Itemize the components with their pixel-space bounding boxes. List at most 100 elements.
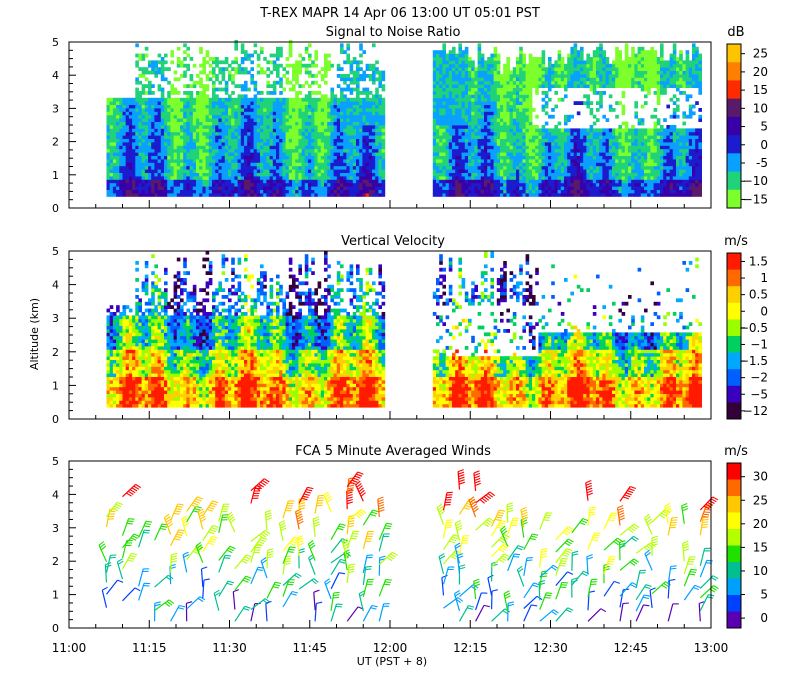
heatmap-cell (192, 118, 197, 122)
heatmap-cell (138, 125, 142, 129)
heatmap-cell (276, 138, 280, 143)
heatmap-cell (586, 128, 590, 133)
heatmap-cell (167, 97, 171, 102)
heatmap-cell (215, 169, 219, 173)
heatmap-cell (442, 193, 446, 197)
heatmap-cell (250, 74, 254, 78)
heatmap-cell (285, 172, 290, 177)
heatmap-cell (567, 186, 571, 190)
heatmap-cell (452, 46, 456, 51)
heatmap-cell (304, 189, 309, 194)
heatmap-cell (362, 179, 366, 184)
heatmap-cell (455, 94, 459, 99)
heatmap-cell (340, 128, 344, 133)
heatmap-cell (199, 104, 203, 109)
heatmap-cell (263, 70, 267, 75)
heatmap-cell (576, 162, 581, 167)
heatmap-cell (308, 152, 312, 156)
heatmap-cell (340, 114, 344, 119)
heatmap-cell (378, 189, 382, 194)
heatmap-cell (487, 145, 491, 150)
heatmap-cell (260, 189, 264, 194)
heatmap-cell (535, 67, 539, 71)
heatmap-cell (362, 148, 366, 153)
heatmap-cell (516, 128, 520, 133)
heatmap-cell (442, 50, 446, 54)
heatmap-cell (320, 101, 325, 105)
heatmap-cell (378, 128, 382, 133)
heatmap-cell (541, 172, 546, 177)
heatmap-cell (199, 80, 203, 85)
heatmap-cell (141, 84, 146, 88)
heatmap-cell (106, 155, 111, 160)
heatmap-cell (340, 176, 344, 180)
heatmap-cell (176, 60, 181, 65)
heatmap-cell (279, 91, 283, 95)
heatmap-cell (576, 179, 581, 184)
heatmap-cell (448, 63, 453, 68)
heatmap-cell (228, 114, 232, 119)
heatmap-cell (285, 165, 290, 170)
heatmap-cell (180, 135, 184, 139)
heatmap-cell (532, 77, 536, 82)
heatmap-cell (455, 193, 459, 197)
heatmap-cell (500, 131, 504, 136)
heatmap-cell (180, 125, 184, 129)
heatmap-cell (468, 87, 472, 92)
heatmap-cell (244, 50, 248, 54)
heatmap-cell (141, 152, 146, 156)
heatmap-cell (224, 138, 229, 143)
heatmap-cell (493, 84, 498, 88)
heatmap-cell (480, 179, 485, 184)
heatmap-cell (372, 135, 376, 139)
heatmap-cell (372, 145, 376, 150)
heatmap-cell (548, 186, 552, 190)
heatmap-cell (381, 118, 386, 122)
heatmap-cell (343, 138, 347, 143)
heatmap-cell (160, 94, 165, 99)
heatmap-cell (324, 97, 328, 102)
heatmap-cell (263, 165, 267, 170)
heatmap-cell (308, 125, 312, 129)
heatmap-cell (333, 148, 338, 153)
heatmap-cell (183, 108, 187, 112)
heatmap-cell (276, 53, 280, 58)
heatmap-cell (106, 148, 111, 153)
heatmap-cell (372, 176, 376, 180)
heatmap-cell (148, 176, 152, 180)
heatmap-cell (285, 118, 290, 122)
heatmap-cell (279, 155, 283, 160)
heatmap-cell (500, 186, 504, 190)
heatmap-cell (327, 179, 331, 184)
heatmap-cell (263, 172, 267, 177)
heatmap-cell (272, 101, 277, 105)
heatmap-cell (519, 80, 523, 85)
heatmap-cell (442, 91, 446, 95)
heatmap-cell (221, 155, 226, 160)
heatmap-cell (362, 131, 366, 136)
heatmap-cell (576, 152, 581, 156)
heatmap-cell (288, 155, 293, 160)
heatmap-cell (231, 169, 235, 173)
heatmap-cell (586, 162, 590, 167)
heatmap-cell (583, 70, 587, 75)
heatmap-cell (365, 138, 370, 143)
heatmap-cell (308, 131, 312, 136)
heatmap-cell (112, 172, 117, 177)
heatmap-cell (106, 104, 111, 109)
heatmap-cell (215, 101, 219, 105)
heatmap-cell (314, 189, 318, 194)
heatmap-cell (548, 135, 552, 139)
heatmap-cell (346, 104, 350, 109)
heatmap-cell (458, 43, 462, 48)
heatmap-cell (224, 189, 229, 194)
heatmap-cell (320, 162, 325, 167)
heatmap-cell (474, 67, 478, 71)
heatmap-cell (202, 70, 206, 75)
heatmap-cell (375, 87, 379, 92)
heatmap-cell (116, 159, 120, 163)
heatmap-cell (304, 186, 309, 190)
heatmap-cell (205, 142, 210, 146)
heatmap-cell (237, 165, 242, 170)
heatmap-cell (445, 114, 450, 119)
